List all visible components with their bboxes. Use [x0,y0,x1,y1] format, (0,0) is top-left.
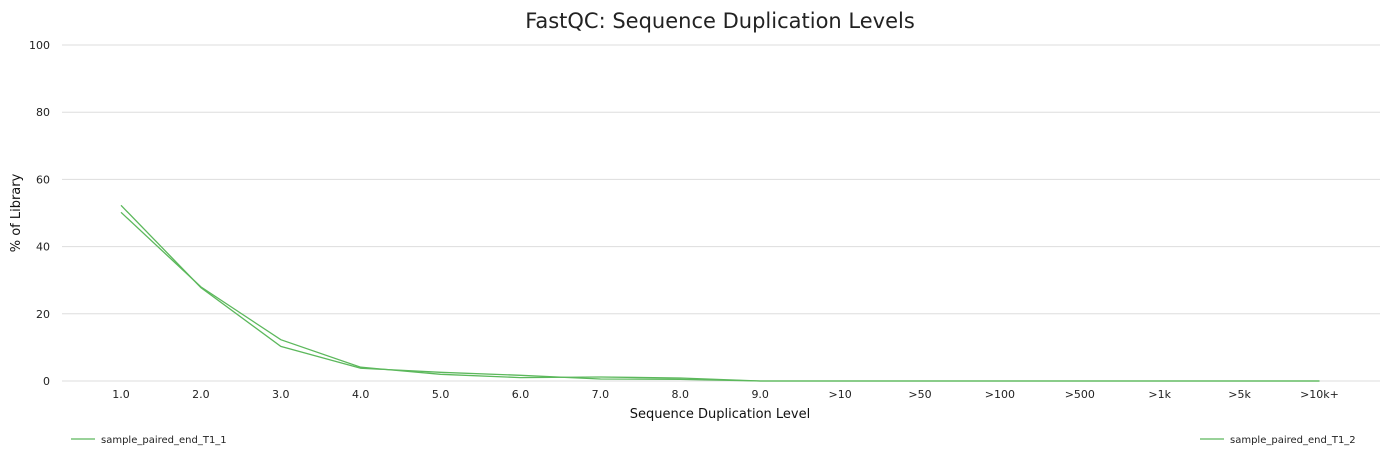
legend-item-1[interactable]: sample_paired_end_T1_1 [71,435,227,446]
legend-label: sample_paired_end_T1_2 [1230,435,1356,446]
y-tick-label: 100 [29,39,50,52]
legend-item-2[interactable]: sample_paired_end_T1_2 [1200,435,1356,446]
y-tick-label: 20 [36,308,50,321]
legend-label: sample_paired_end_T1_1 [101,435,227,446]
x-tick-label: 8.0 [672,388,690,401]
x-axis-title: Sequence Duplication Level [630,407,810,422]
x-tick-label: 9.0 [751,388,769,401]
legend[interactable]: sample_paired_end_T1_1 sample_paired_end_… [71,435,1356,446]
x-tick-label: 4.0 [352,388,370,401]
x-tick-label: >10 [828,388,851,401]
x-tick-label: >1k [1148,388,1171,401]
x-tick-label: >500 [1065,388,1095,401]
series-line-2[interactable] [120,211,1320,382]
x-tick-label: >50 [908,388,931,401]
x-tick-label: 5.0 [432,388,450,401]
chart-title: FastQC: Sequence Duplication Levels [525,9,915,33]
series-line-1[interactable] [120,204,1320,382]
x-axis-ticks: 1.0 2.0 3.0 4.0 5.0 6.0 7.0 8.0 9.0 >10 >50 >100 >50… [112,388,1339,401]
x-tick-label: 7.0 [592,388,610,401]
x-tick-label: >100 [985,388,1015,401]
x-tick-label: 3.0 [272,388,290,401]
y-tick-label: 60 [36,173,50,186]
y-tick-label: 0 [43,375,50,388]
y-tick-label: 40 [36,241,50,254]
series-lines [120,204,1320,382]
y-tick-label: 80 [36,106,50,119]
y-axis-ticks: 0 20 40 60 80 100 [29,39,50,388]
y-axis-title: % of Library [9,173,24,252]
x-tick-label: 6.0 [512,388,530,401]
x-tick-label: 2.0 [192,388,210,401]
x-tick-label: >5k [1228,388,1251,401]
x-tick-label: 1.0 [112,388,130,401]
x-tick-label: >10k+ [1300,388,1339,401]
